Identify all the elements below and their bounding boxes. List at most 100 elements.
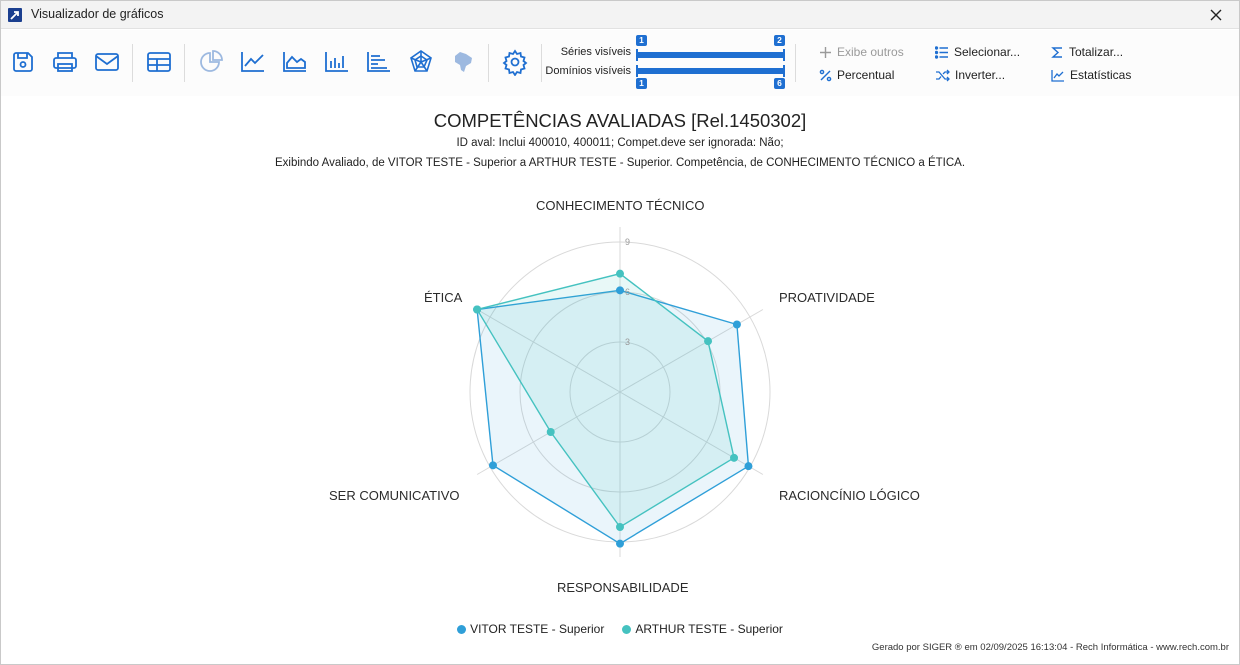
area-chart-icon [283, 52, 306, 72]
inverter-button[interactable]: Inverter... [935, 68, 1005, 82]
print-button[interactable] [50, 47, 80, 77]
domains-visible-label: Domínios visíveis [545, 65, 631, 77]
radar-series-1-point [744, 462, 753, 471]
series-slider-min-value: 1 [636, 35, 647, 46]
series-slider-min-handle[interactable] [636, 49, 638, 61]
settings-button[interactable] [500, 47, 530, 77]
plus-icon [820, 46, 831, 58]
radar-series-1-point [616, 539, 624, 548]
radar-tick-label: 6 [625, 287, 630, 297]
window-title: Visualizador de gráficos [31, 7, 164, 21]
trend-chart-icon [1051, 69, 1064, 82]
legend-label: VITOR TESTE - Superior [470, 622, 605, 636]
domains-slider-min-handle[interactable] [636, 65, 638, 77]
series-slider-max-value: 2 [774, 35, 785, 46]
horizontal-bar-chart-icon [367, 52, 390, 72]
toolbar-separator [184, 44, 185, 82]
domains-slider-max-value: 6 [774, 78, 785, 89]
series-slider-track[interactable] [637, 52, 785, 58]
app-icon [8, 8, 22, 22]
pie-chart-icon [200, 50, 223, 72]
map-button[interactable] [448, 47, 478, 77]
legend-marker [457, 624, 467, 634]
estatisticas-label: Estatísticas [1070, 68, 1132, 82]
bar-chart-icon [325, 52, 348, 72]
selecionar-button[interactable]: Selecionar... [935, 45, 1020, 59]
legend-marker [622, 624, 632, 634]
legend-label: ARTHUR TESTE - Superior [635, 622, 783, 636]
radar-series-2-point [616, 269, 624, 278]
series-visible-label: Séries visíveis [560, 46, 631, 58]
print-icon [53, 52, 77, 72]
table-button[interactable] [144, 47, 174, 77]
pie-chart-button[interactable] [196, 47, 226, 77]
list-icon [935, 45, 948, 59]
domains-slider-track[interactable] [637, 68, 785, 74]
bar-chart-button[interactable] [322, 47, 352, 77]
selecionar-label: Selecionar... [954, 45, 1021, 59]
percentual-label: Percentual [837, 68, 895, 82]
footer-credit: Gerado por SIGER ® em 02/09/2025 16:13:0… [871, 642, 1229, 653]
close-icon [1210, 9, 1222, 21]
radar-series-1-point [732, 320, 741, 329]
horizontal-bar-chart-button[interactable] [364, 47, 394, 77]
sigma-icon [1051, 46, 1062, 58]
radar-series-2-point [704, 337, 713, 346]
chart-legend: VITOR TESTE - Superior ARTHUR TESTE - Su… [1, 622, 1239, 636]
legend-item-series-1[interactable]: VITOR TESTE - Superior [457, 622, 604, 636]
area-chart-button[interactable] [280, 47, 310, 77]
percentual-button[interactable]: Percentual [819, 68, 894, 82]
chart-subtitle-filters: ID aval: Inclui 400010, 400011; Compet.d… [456, 137, 784, 149]
radar-series-2-point [616, 523, 624, 531]
exibe-outros-button[interactable]: Exibe outros [819, 45, 904, 59]
totalizar-label: Totalizar... [1069, 45, 1124, 59]
radar-series-2-point [730, 453, 739, 462]
radar-axis-line [476, 309, 621, 393]
email-button[interactable] [92, 47, 122, 77]
series-slider-max-handle[interactable] [783, 49, 785, 61]
chart-title: COMPETÊNCIAS AVALIADAS [Rel.1450302] [433, 110, 807, 131]
category-label-responsabilidade: RESPONSABILIDADE [557, 580, 689, 595]
radar-series-1-point [488, 461, 497, 470]
radar-tick-label: 9 [625, 237, 630, 247]
estatisticas-button[interactable]: Estatísticas [1051, 68, 1131, 82]
domains-slider-max-handle[interactable] [783, 65, 785, 77]
radar-chart-icon [410, 50, 432, 72]
radar-chart-button[interactable] [406, 47, 436, 77]
radar-series-1-point [616, 286, 624, 295]
category-label-proatividade: PROATIVIDADE [779, 290, 875, 305]
save-button[interactable] [8, 47, 38, 77]
category-label-etica: ÉTICA [424, 290, 463, 305]
email-icon [95, 53, 119, 71]
shuffle-icon [936, 69, 950, 81]
toolbar-separator [488, 44, 489, 82]
chart-subtitle-range: Exibindo Avaliado, de VITOR TESTE - Supe… [274, 157, 966, 169]
toolbar-separator [795, 44, 796, 82]
radar-series-2-point [473, 305, 482, 314]
line-chart-button[interactable] [238, 47, 268, 77]
save-icon [13, 52, 33, 72]
inverter-label: Inverter... [955, 68, 1006, 82]
legend-item-series-2[interactable]: ARTHUR TESTE - Superior [622, 622, 783, 636]
radar-tick-label: 3 [625, 337, 630, 347]
toolbar-separator [541, 44, 542, 82]
settings-icon [502, 49, 528, 76]
percent-icon [819, 69, 832, 81]
close-button[interactable] [1201, 3, 1231, 27]
totalizar-button[interactable]: Totalizar... [1051, 45, 1123, 59]
domains-slider-min-value: 1 [636, 78, 647, 89]
category-label-conhecimento-tecnico: CONHECIMENTO TÉCNICO [536, 198, 705, 213]
line-chart-icon [241, 52, 264, 72]
map-icon [455, 52, 472, 72]
radar-series-2-point [546, 428, 555, 436]
toolbar-separator [132, 44, 133, 82]
category-label-raciocinio-logico: RACIONCÍNIO LÓGICO [779, 488, 920, 503]
title-bar: Visualizador de gráficos [1, 1, 1239, 29]
exibe-outros-label: Exibe outros [837, 45, 904, 59]
radar-axis-line [619, 391, 764, 475]
table-icon [147, 52, 171, 72]
toolbar: Séries visíveis Domínios visíveis 1 2 1 … [1, 30, 1239, 96]
category-label-ser-comunicativo: SER COMUNICATIVO [329, 488, 460, 503]
